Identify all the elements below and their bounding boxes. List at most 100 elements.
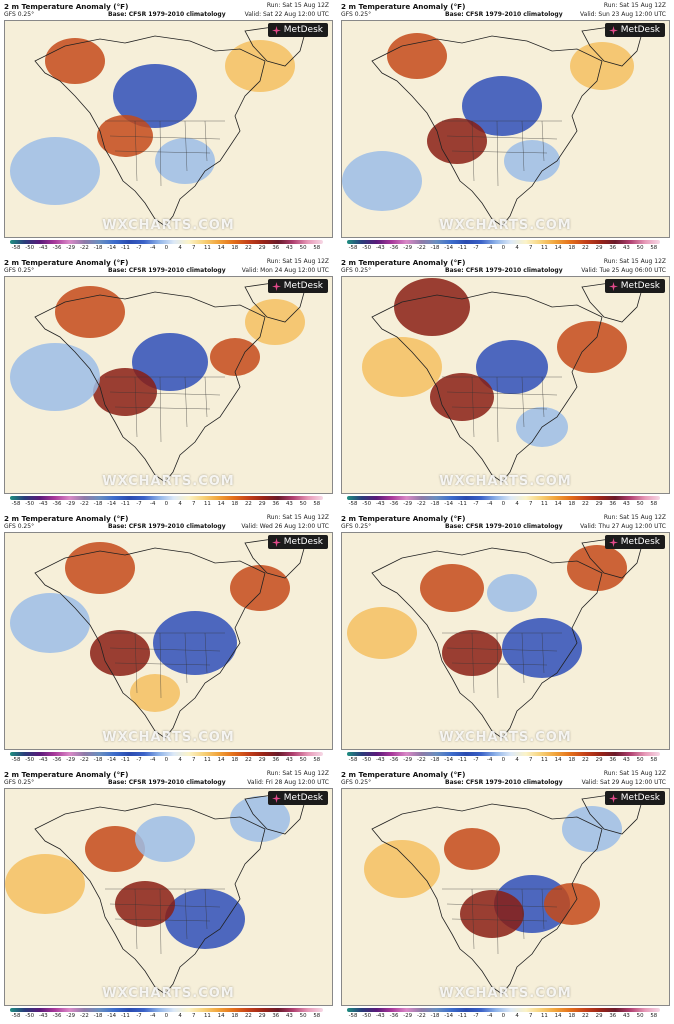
scale-tick-label: 11 [540, 501, 548, 507]
model-label: GFS 0.25° [341, 779, 372, 786]
scale-tick-label: -11 [120, 501, 130, 507]
scale-tick-label: 50 [299, 1013, 307, 1019]
anomaly-region [130, 674, 180, 712]
scale-tick-label: 11 [540, 245, 548, 251]
scale-tick-label: 18 [568, 245, 576, 251]
color-scale-bar [10, 752, 323, 756]
color-scale: -58 -50 -43 -36 -29 -22 -18 -14 -11 -7 -4 0 4 7 11 14 18… [4, 496, 329, 510]
continent-outline [371, 291, 603, 483]
anomaly-map: MetDesk WXCHARTS.COM [341, 276, 670, 494]
forecast-panel-4: 2 m Temperature Anomaly (°F) GFS 0.25° B… [337, 256, 670, 510]
anomaly-map-image [342, 533, 669, 749]
run-label: Run: Sat 15 Aug 12Z [266, 770, 329, 777]
anomaly-region [65, 542, 135, 594]
scale-tick-label: -14 [444, 501, 454, 507]
color-scale-ticks: -58 -50 -43 -36 -29 -22 -18 -14 -11 -7 -4 0 4 7 11 14 18… [10, 1013, 323, 1021]
anomaly-region [364, 840, 440, 898]
run-label: Run: Sat 15 Aug 12Z [603, 770, 666, 777]
scale-tick-label: -14 [107, 501, 117, 507]
forecast-panel-1: 2 m Temperature Anomaly (°F) GFS 0.25° B… [0, 0, 333, 254]
scale-tick-label: 58 [650, 1013, 658, 1019]
scale-tick-label: 4 [178, 245, 182, 251]
anomaly-map-image [5, 533, 332, 749]
scale-tick-label: -22 [79, 757, 89, 763]
metdesk-logo: MetDesk [267, 791, 328, 805]
scale-tick-label: -36 [52, 1013, 62, 1019]
anomaly-region [10, 593, 90, 653]
scale-tick-label: 11 [203, 757, 211, 763]
scale-tick-label: -22 [416, 501, 426, 507]
scale-tick-label: 22 [244, 245, 252, 251]
scale-tick-label: 29 [595, 245, 603, 251]
scale-tick-label: -18 [93, 757, 103, 763]
watermark: WXCHARTS.COM [102, 986, 235, 1001]
anomaly-region [460, 890, 524, 938]
scale-tick-label: 29 [595, 501, 603, 507]
scale-tick-label: -18 [93, 245, 103, 251]
anomaly-map-image [342, 21, 669, 237]
panel-header: 2 m Temperature Anomaly (°F) GFS 0.25° B… [0, 512, 333, 532]
metdesk-icon [271, 794, 281, 803]
metdesk-logo: MetDesk [604, 23, 665, 37]
scale-tick-label: -22 [79, 245, 89, 251]
scale-tick-label: 36 [609, 757, 617, 763]
color-scale-bar [347, 496, 660, 500]
scale-tick-label: -18 [430, 1013, 440, 1019]
anomaly-map: MetDesk WXCHARTS.COM [341, 20, 670, 238]
scale-tick-label: -36 [52, 245, 62, 251]
scale-tick-label: -11 [120, 757, 130, 763]
panel-title: 2 m Temperature Anomaly (°F) [341, 770, 466, 779]
anomaly-region [347, 607, 417, 659]
panel-header: 2 m Temperature Anomaly (°F) GFS 0.25° B… [337, 0, 670, 20]
scale-tick-label: -29 [403, 501, 413, 507]
color-scale: -58 -50 -43 -36 -29 -22 -18 -14 -11 -7 -4 0 4 7 11 14 18… [341, 496, 666, 510]
metdesk-icon [608, 26, 618, 35]
scale-tick-label: 14 [554, 1013, 562, 1019]
model-label: GFS 0.25° [341, 11, 372, 18]
scale-tick-label: -22 [416, 757, 426, 763]
scale-tick-label: -4 [150, 1013, 156, 1019]
scale-tick-label: -29 [403, 245, 413, 251]
scale-tick-label: 11 [203, 245, 211, 251]
color-scale-ticks: -58 -50 -43 -36 -29 -22 -18 -14 -11 -7 -4 0 4 7 11 14 18… [347, 245, 660, 253]
continent-outline [371, 547, 603, 739]
metdesk-logo: MetDesk [267, 535, 328, 549]
scale-tick-label: -4 [487, 1013, 493, 1019]
panel-header: 2 m Temperature Anomaly (°F) GFS 0.25° B… [337, 768, 670, 788]
panel-header: 2 m Temperature Anomaly (°F) GFS 0.25° B… [337, 512, 670, 532]
scale-tick-label: 43 [623, 501, 630, 507]
anomaly-map: MetDesk WXCHARTS.COM [4, 788, 333, 1006]
scale-tick-label: 7 [192, 501, 196, 507]
anomaly-region [387, 33, 447, 79]
scale-tick-label: 14 [554, 501, 562, 507]
forecast-panel-5: 2 m Temperature Anomaly (°F) GFS 0.25° B… [0, 512, 333, 766]
scale-tick-label: -43 [375, 501, 385, 507]
scale-tick-label: -58 [11, 245, 21, 251]
scale-tick-label: 22 [581, 245, 589, 251]
watermark: WXCHARTS.COM [439, 474, 572, 489]
scale-tick-label: 29 [258, 757, 266, 763]
anomaly-region [135, 816, 195, 862]
scale-tick-label: 58 [313, 245, 321, 251]
anomaly-region [55, 286, 125, 338]
panel-title: 2 m Temperature Anomaly (°F) [4, 2, 129, 11]
continent-outline [34, 803, 266, 995]
scale-tick-label: 0 [164, 501, 169, 507]
scale-tick-label: 29 [595, 757, 603, 763]
metdesk-logo: MetDesk [604, 535, 665, 549]
forecast-panel-6: 2 m Temperature Anomaly (°F) GFS 0.25° B… [337, 512, 670, 766]
scale-tick-label: -18 [93, 501, 103, 507]
scale-tick-label: -14 [107, 1013, 117, 1019]
scale-tick-label: -7 [136, 501, 142, 507]
anomaly-region [562, 806, 622, 852]
scale-tick-label: -4 [150, 245, 156, 251]
scale-tick-label: -36 [52, 501, 62, 507]
brand-text: MetDesk [620, 537, 660, 547]
color-scale: -58 -50 -43 -36 -29 -22 -18 -14 -11 -7 -4 0 4 7 11 14 18… [341, 1008, 666, 1022]
model-label: GFS 0.25° [4, 11, 35, 18]
scale-tick-label: 50 [299, 757, 307, 763]
scale-tick-label: 0 [164, 757, 169, 763]
model-label: GFS 0.25° [4, 779, 35, 786]
panel-title: 2 m Temperature Anomaly (°F) [341, 258, 466, 267]
valid-label: Valid: Tue 25 Aug 06:00 UTC [581, 267, 666, 274]
